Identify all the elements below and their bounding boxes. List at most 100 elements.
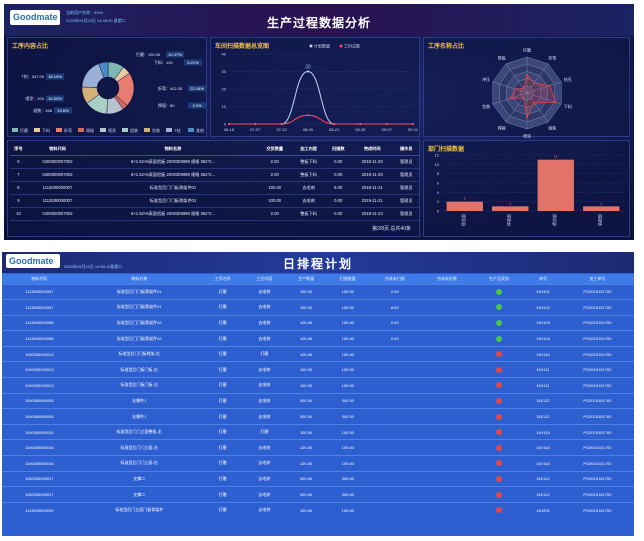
table-cell: 100.00 [326, 283, 369, 300]
table-row[interactable]: 1113000000008 标准型后门门板骨架件02 打磨 去毛刺 100.00 100.… [2, 330, 634, 347]
table-cell: 1100000000015 [2, 423, 77, 440]
pie-legend-swatch-8 [188, 128, 194, 132]
table-row[interactable]: 10 0400000007002 6×1.52×6表面铝板 2000309999 规… [10, 207, 419, 221]
workshop-line-chart: 0 10 20 30 40 06-18 07-07 07-22 08-09 08-21 08-30 0… [222, 43, 419, 133]
table-cell: 去毛刺 [243, 486, 286, 503]
table-cell: 管理员 [393, 155, 419, 169]
radar-axis-label-4: 组装 [548, 124, 556, 130]
table-row[interactable]: 6 0400000007002 6×1.52×6表面铝板 2000309999 规格… [10, 155, 419, 169]
pie-callout-label-6: 焊接：60 [158, 102, 175, 108]
line-series-1 [228, 114, 413, 125]
table-cell: 标准型后门门板骨架件01 [88, 194, 258, 208]
table-row[interactable]: 1100000000013 标准型后门门板骨架-右 打磨 打磨 100.00 100.00… [2, 345, 634, 362]
table-cell: 1113000000007 [26, 181, 89, 195]
status-dot-red-icon [496, 382, 502, 389]
table-cell: 300.00 [326, 470, 369, 487]
process-table-header: 序号 物料代码 物料名称 交货数量 加工内容 扫描数 完成时间 操作员 [10, 143, 419, 156]
schedule-column-header: 加工单号 [560, 274, 634, 284]
line-xtick-4: 08-21 [329, 127, 340, 132]
schedule-column-header: 生产品状态 [472, 274, 526, 284]
table-row[interactable]: 1113000000007 标准型后门门板骨架件01 打磨 去毛刺 100.00 100.… [2, 299, 634, 316]
status-dot-red-icon [496, 444, 502, 451]
pie-callout-pct-5: 13.6% [57, 108, 69, 113]
table-cell: 1100000000017 [2, 470, 77, 487]
logo-text: Goodmate [13, 12, 58, 22]
datetime-label: 2020年09月22日 14:48:20 星期二 [66, 18, 126, 23]
line-legend-label-0: 计划数量 [314, 43, 330, 49]
table-cell [368, 423, 421, 440]
status-dot-red-icon [496, 413, 502, 420]
bar-2 [537, 159, 574, 211]
table-cell: 0400000007002 [26, 155, 89, 169]
table-row[interactable]: 1100000000015 标准型后门门立面整板-右 打磨 打磨 100.00 100.0… [2, 423, 634, 440]
table-cell: 7 [10, 168, 27, 182]
radar-axis-label-8: 冲压 [482, 76, 490, 82]
table-cell: 去毛刺 [243, 455, 286, 472]
table-row[interactable]: 1100000000013 标准型后门板门板-右 打磨 去毛刺 100.00 100.00… [2, 361, 634, 378]
table-row[interactable]: 1113000000008 标准型后门门板骨架件02 打磨 去毛刺 100.00 100.… [2, 314, 634, 331]
bar-category-label-1: 焊装部 [505, 214, 511, 226]
line-point-1-5 [359, 123, 362, 125]
table-row[interactable]: 1100000000016 标准型后门门立面-右 打磨 去毛刺 100.00 100.00… [2, 439, 634, 456]
table-row[interactable]: 1100000000016 标准型后门门立面-右 打磨 去毛刺 100.00 100.00… [2, 455, 634, 472]
table-row[interactable]: 1100000000005 支撑件1 打磨 去毛刺 300.00 300.00 11E112… [2, 392, 634, 409]
table-row[interactable]: 1100000000013 标准型后门板门板-右 打磨 去毛刺 100.00 100.00… [2, 377, 634, 394]
table-row[interactable]: 7 0400000007002 6×1.52×6表面铝板 2000309999 规格… [10, 168, 419, 182]
status-cell [472, 283, 526, 300]
table-cell: 标准型后门门板骨架-右 [76, 345, 202, 362]
status-cell [472, 392, 526, 409]
table-cell: 100.00 [326, 299, 369, 316]
table-cell: 去毛刺 [291, 194, 326, 208]
table-cell: 去毛刺 [243, 392, 286, 409]
radar-axis-label-0: 打磨 [523, 47, 531, 53]
status-dot-red-icon [496, 460, 502, 467]
table-pager[interactable]: 第2/8页 总共40条 [372, 226, 411, 232]
table-cell: 打磨 [201, 392, 244, 409]
pie-callout-label-0: 打磨：190.05 [136, 51, 161, 57]
pie-callout-label-4: 喷涂：200 [25, 95, 44, 101]
table-row[interactable]: 1100000000005 支撑件1 打磨 去毛刺 300.00 300.00 11E112… [2, 408, 634, 425]
table-cell: 11H101 [525, 283, 561, 300]
bar-ytick-4: 8 [437, 171, 440, 176]
table-row[interactable]: 8 1113000000007 标准型后门门板骨架件01 100.00 去毛刺 6.00 2… [10, 181, 419, 195]
table-row[interactable]: 1113000000009 标准型后门立面门板骨架件 打磨 去毛刺 100.00 100.… [2, 501, 634, 518]
table-cell: 打磨 [243, 345, 286, 362]
table-cell: 100.00 [326, 423, 369, 440]
pie-callout-pct-6: 3.3% [192, 103, 202, 108]
table-cell [420, 408, 473, 425]
table-row[interactable]: 1100000000017 支撑二 打磨 去毛刺 300.00 300.00 11E112 P… [2, 470, 634, 487]
table-cell: 100.00 [285, 501, 327, 518]
table-cell [420, 423, 473, 440]
radar-spoke-1 [526, 63, 549, 94]
table-row[interactable]: 1100000000017 支撑二 打磨 去毛刺 300.00 300.00 11E112 P… [2, 486, 634, 503]
table-cell [368, 455, 421, 472]
table-cell: 打磨 [201, 501, 244, 518]
table-cell: PO2019101700 [560, 299, 634, 316]
table-cell: PO2019101700 [560, 501, 634, 518]
table-cell: 100.00 [257, 194, 292, 208]
table-cell: 11H110 [525, 345, 561, 362]
table-cell: 100.00 [285, 377, 327, 394]
radar-data-point-3 [554, 101, 557, 104]
table-cell: 打磨 [201, 299, 244, 316]
table-cell: 整板下料 [291, 168, 326, 182]
table-cell: 100.00 [285, 345, 327, 362]
table-cell: 100.00 [285, 455, 327, 472]
table-cell: 管理员 [393, 207, 419, 221]
table-cell: 11H111 [525, 377, 561, 394]
table-cell [368, 408, 421, 425]
department-bar-chart: 0 2 4 6 8 10 12 2 钣金部 1 焊装部 11 喷涂部 1 装配部 [435, 153, 624, 226]
table-row[interactable]: 9 1113000000007 标准型后门门板骨架件01 100.00 去毛刺 0.00 2… [10, 194, 419, 208]
table-cell: 标准型后门板门板-右 [76, 361, 202, 378]
process-column-header: 完成时间 [350, 143, 394, 156]
table-row[interactable]: 1113000000007 标准型后门门板骨架件01 打磨 去毛刺 100.00 100.… [2, 283, 634, 300]
pie-legend-swatch-3 [78, 128, 84, 132]
table-cell: 打磨 [201, 470, 244, 487]
process-column-header: 物料名称 [88, 143, 258, 156]
radar-axis-label-6: 焊接 [498, 124, 506, 130]
table-cell: 1100000000013 [2, 377, 77, 394]
line-point-1-3 [306, 114, 309, 117]
pie-callout-label-2: T钻：347.09 [21, 73, 44, 79]
line-xtick-0: 06-18 [224, 127, 235, 132]
table-cell: 0.00 [325, 168, 351, 182]
